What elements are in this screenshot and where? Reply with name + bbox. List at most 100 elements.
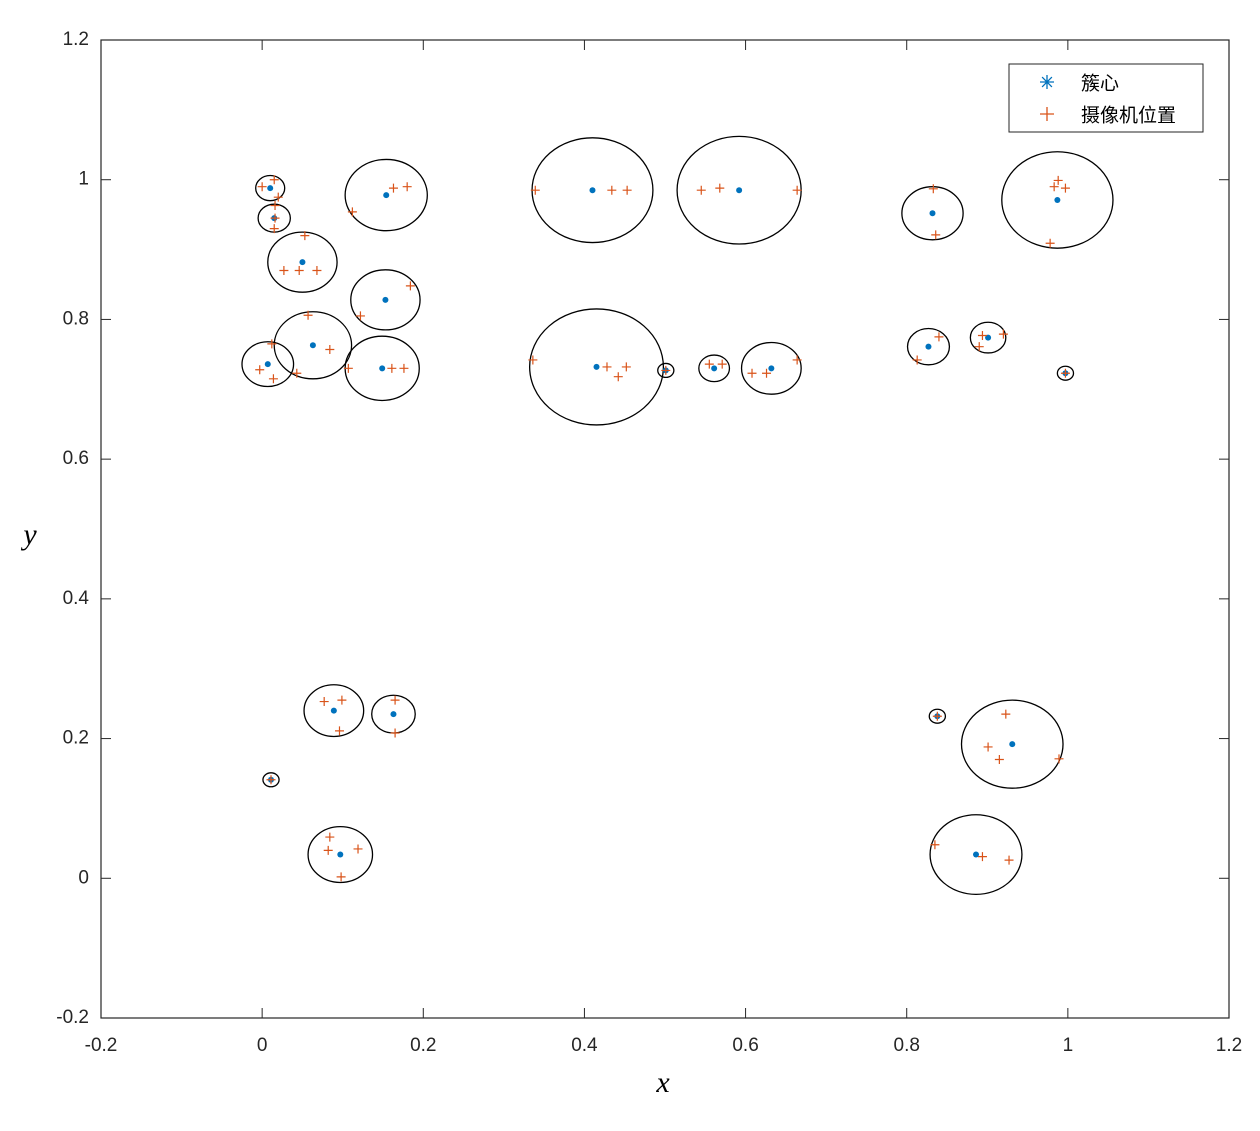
- legend-marker: [1040, 75, 1054, 89]
- camera-marker: [402, 182, 412, 192]
- camera-marker: [343, 363, 353, 373]
- center-marker: [382, 296, 389, 303]
- camera-marker: [994, 755, 1004, 765]
- camera-marker: [399, 363, 409, 373]
- camera-marker: [530, 185, 540, 195]
- center-marker: [973, 851, 980, 858]
- camera-marker: [405, 281, 415, 291]
- camera-marker: [607, 185, 617, 195]
- camera-marker: [528, 355, 538, 365]
- camera-marker: [294, 266, 304, 276]
- y-tick-label: -0.2: [56, 1007, 89, 1028]
- y-tick-label: 0.6: [63, 448, 89, 469]
- camera-marker: [1060, 368, 1070, 378]
- plot-area: [100, 39, 1230, 1019]
- x-axis-label: x: [655, 1066, 670, 1099]
- camera-marker: [388, 183, 398, 193]
- camera-marker: [355, 311, 365, 321]
- legend-box: [1008, 63, 1204, 133]
- camera-marker: [387, 363, 397, 373]
- camera-marker: [390, 728, 400, 738]
- camera-marker: [300, 231, 310, 241]
- cluster-circle: [929, 814, 1023, 896]
- camera-marker: [932, 711, 942, 721]
- camera-marker: [255, 365, 265, 375]
- cluster-circle: [267, 231, 338, 293]
- camera-marker: [715, 183, 725, 193]
- center-marker: [379, 365, 386, 372]
- cluster-circle: [344, 158, 428, 232]
- cluster-circle: [273, 311, 353, 380]
- cluster-circle: [901, 186, 964, 241]
- camera-marker: [762, 368, 772, 378]
- y-tick-label: 0.2: [63, 728, 89, 749]
- x-tick-label: -0.2: [85, 1035, 118, 1056]
- x-tick-label: 0.8: [894, 1035, 920, 1056]
- x-tick-label: 1.2: [1216, 1035, 1242, 1056]
- cluster-circle: [262, 772, 280, 788]
- cluster-circle: [1056, 365, 1075, 381]
- y-tick-label: 0.8: [63, 308, 89, 329]
- camera-marker: [602, 362, 612, 372]
- camera-marker: [312, 266, 322, 276]
- camera-marker: [792, 355, 802, 365]
- y-tick-label: 1.2: [63, 29, 89, 50]
- center-marker: [267, 185, 274, 192]
- cluster-circle: [969, 321, 1007, 354]
- x-tick-label: 1: [1063, 1035, 1074, 1056]
- camera-marker: [613, 372, 623, 382]
- cluster-circle: [698, 354, 731, 383]
- camera-marker: [622, 185, 632, 195]
- cluster-circle: [657, 362, 675, 379]
- camera-marker: [1001, 709, 1011, 719]
- center-marker: [309, 342, 316, 349]
- center-marker: [337, 851, 344, 858]
- camera-marker: [323, 845, 333, 855]
- camera-marker: [747, 368, 757, 378]
- x-tick-label: 0.2: [410, 1035, 436, 1056]
- camera-marker: [1049, 182, 1059, 192]
- y-tick-label: 1: [78, 169, 89, 190]
- camera-marker: [273, 192, 283, 202]
- legend-label: 摄像机位置: [1081, 105, 1176, 127]
- y-tick-label: 0: [78, 867, 89, 888]
- camera-marker: [267, 339, 277, 349]
- camera-marker: [1045, 238, 1055, 248]
- camera-marker: [621, 362, 631, 372]
- camera-marker: [983, 742, 993, 752]
- camera-marker: [269, 175, 279, 185]
- camera-marker: [319, 697, 329, 707]
- camera-marker: [303, 310, 313, 320]
- camera-marker: [998, 329, 1008, 339]
- camera-marker: [704, 359, 714, 369]
- camera-marker: [268, 374, 278, 384]
- camera-marker: [977, 852, 987, 862]
- legend-label: 簇心: [1081, 73, 1119, 95]
- center-marker: [925, 343, 932, 350]
- center-marker: [736, 187, 743, 194]
- camera-marker: [717, 359, 727, 369]
- cluster-circle: [241, 341, 295, 388]
- center-marker: [330, 707, 337, 714]
- cluster-circle: [255, 174, 286, 202]
- camera-marker: [270, 213, 280, 223]
- camera-marker: [930, 840, 940, 850]
- cluster-circle: [303, 684, 365, 738]
- camera-marker: [266, 775, 276, 785]
- camera-marker: [257, 182, 267, 192]
- camera-marker: [1053, 175, 1063, 185]
- camera-marker: [696, 185, 706, 195]
- camera-marker: [353, 844, 363, 854]
- legend-marker: [1040, 107, 1054, 121]
- center-marker: [929, 210, 936, 217]
- camera-marker: [934, 332, 944, 342]
- camera-marker: [292, 368, 302, 378]
- cluster-circle: [906, 327, 951, 366]
- camera-marker: [279, 266, 289, 276]
- center-marker: [383, 192, 390, 199]
- y-axis-label: y: [20, 518, 37, 551]
- camera-marker: [1054, 754, 1064, 764]
- cluster-circle: [350, 269, 421, 331]
- y-tick-label: 0.4: [63, 588, 90, 609]
